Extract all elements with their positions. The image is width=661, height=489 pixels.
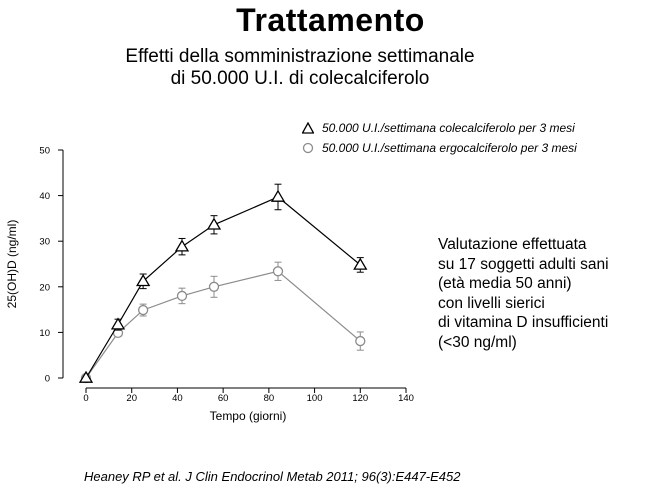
legend-entry-ergocalciferolo: 50.000 U.I./settimana ergocalciferolo pe…: [302, 138, 577, 158]
legend-label-ergocalciferolo: 50.000 U.I./settimana ergocalciferolo pe…: [322, 141, 577, 155]
data-point-circle: [272, 266, 284, 277]
data-point-triangle: [78, 370, 94, 383]
study-note-line: con livelli sierici: [438, 294, 545, 312]
data-point-triangle: [206, 217, 222, 230]
study-note-line: di vitamina D insufficienti: [438, 314, 609, 331]
data-point-circle: [208, 281, 220, 292]
study-note-line: Valutazione effettuata: [438, 236, 587, 253]
series-line-1: [85, 270, 361, 379]
data-point-circle: [355, 335, 366, 347]
data-point-triangle: [136, 274, 151, 287]
data-point-circle: [137, 304, 149, 316]
data-point-circle: [176, 290, 188, 302]
study-note: Valutazione effettuata su 17 soggetti ad…: [438, 235, 609, 352]
data-point-triangle: [174, 239, 190, 252]
triangle-marker-icon: [302, 122, 314, 134]
y-tick-label: 10: [39, 328, 50, 339]
study-note-line: su 17 soggetti adulti sani: [438, 255, 609, 273]
x-tick-label: 20: [126, 393, 137, 404]
y-axis-label: 25(OH)D (ng/ml): [5, 220, 19, 309]
legend-entry-colecalciferolo: 50.000 U.I./settimana colecalciferolo pe…: [302, 118, 577, 138]
x-tick-label: 40: [172, 393, 183, 404]
x-axis-label: Tempo (giorni): [210, 409, 287, 423]
data-point-triangle: [353, 257, 368, 270]
x-tick-label: 0: [83, 393, 88, 404]
y-tick-label: 20: [39, 282, 50, 293]
study-note-line: (<30 ng/ml): [438, 333, 517, 351]
study-note-line: (età media 50 anni): [438, 275, 572, 292]
data-point-triangle: [110, 317, 126, 330]
data-point-triangle: [270, 189, 286, 202]
circle-marker-icon: [302, 142, 314, 154]
chart-legend: 50.000 U.I./settimana colecalciferolo pe…: [302, 118, 577, 158]
y-tick-label: 50: [39, 146, 50, 157]
x-tick-label: 100: [307, 393, 323, 404]
x-tick-label: 120: [352, 393, 368, 404]
subtitle-line-2: di 50.000 U.I. di colecalciferolo: [170, 68, 430, 89]
page-title: Trattamento: [236, 2, 425, 38]
x-tick-label: 80: [264, 393, 275, 404]
page-subtitle: Effetti della somministrazione settimana…: [0, 46, 600, 90]
y-tick-label: 40: [39, 191, 50, 202]
citation: Heaney RP et al. J Clin Endocrinol Metab…: [84, 469, 461, 484]
legend-label-colecalciferolo: 50.000 U.I./settimana colecalciferolo pe…: [322, 121, 575, 135]
subtitle-line-1: Effetti della somministrazione settimana…: [125, 46, 475, 67]
x-tick-label: 60: [218, 393, 229, 404]
y-tick-label: 30: [39, 237, 50, 248]
series-line-0: [85, 196, 361, 379]
x-tick-label: 140: [398, 393, 414, 404]
y-tick-label: 0: [45, 374, 50, 385]
